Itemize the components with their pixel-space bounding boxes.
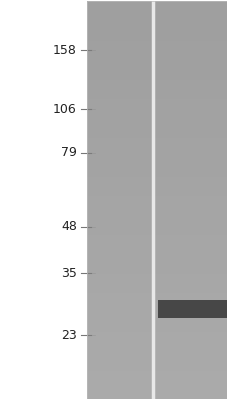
Text: 158: 158 (53, 44, 76, 57)
Bar (86, 1, 226, 399)
Bar (86, 1, 226, 399)
Bar (157, 300, 226, 318)
Text: 35: 35 (61, 267, 76, 280)
Text: 106: 106 (53, 103, 76, 116)
Text: 79: 79 (61, 146, 76, 159)
Text: 23: 23 (61, 329, 76, 342)
Text: 48: 48 (61, 220, 76, 233)
